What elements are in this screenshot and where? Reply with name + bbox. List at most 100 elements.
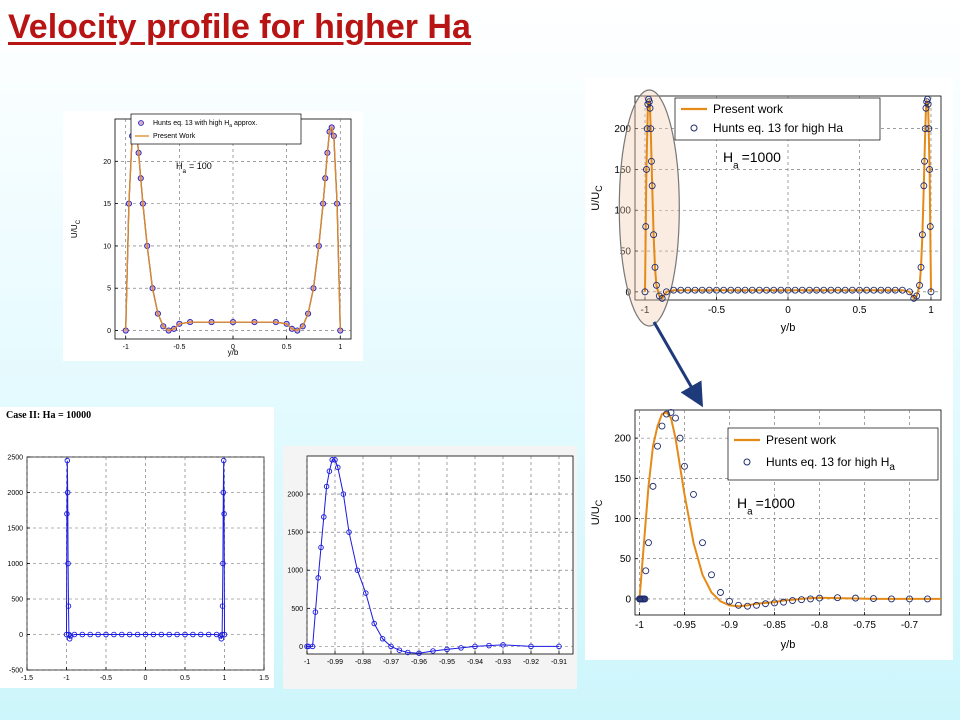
- legend-label: Hunts eq. 13 for high Ha: [713, 121, 843, 135]
- data-point: [690, 490, 697, 498]
- x-tick-label: -0.95: [439, 659, 455, 666]
- x-tick-label: -0.5: [173, 344, 185, 351]
- x-tick-label: -0.75: [853, 620, 876, 631]
- series-line: [125, 125, 341, 332]
- x-tick-label: -1: [63, 675, 69, 682]
- data-point: [789, 597, 796, 604]
- data-point: [805, 286, 813, 294]
- y-tick-label: 0: [107, 328, 111, 335]
- x-tick-label: -0.8: [811, 620, 829, 631]
- data-point: [807, 595, 814, 603]
- x-tick-label: -0.94: [467, 659, 483, 666]
- x-tick-label: -0.99: [327, 659, 343, 666]
- x-tick-label: -0.85: [763, 620, 786, 631]
- data-point: [726, 597, 733, 605]
- x-tick-label: 0.5: [180, 675, 190, 682]
- data-point: [430, 648, 436, 654]
- data-point: [318, 544, 324, 551]
- chart-panel-ha10000-zoom: -1 -0.99 -0.98 -0.97 -0.96 -0.95 -0.94 -0.93 -0.…: [283, 446, 577, 689]
- data-point: [856, 286, 863, 294]
- y-tick-label: 150: [614, 165, 631, 176]
- y-tick-label: 0: [19, 632, 23, 639]
- x-tick-label: 0: [785, 305, 791, 316]
- data-point: [918, 231, 926, 239]
- x-tick-label: -0.97: [383, 659, 399, 666]
- case-title: Case II: Ha = 10000: [6, 410, 92, 421]
- annotation-ha: Ha=1000: [723, 149, 781, 171]
- data-point: [219, 631, 225, 638]
- data-point: [676, 434, 684, 442]
- y-tick-label: 2000: [7, 490, 23, 497]
- series-line: [644, 98, 932, 300]
- x-tick-label: -0.5: [708, 305, 726, 316]
- data-point: [651, 263, 659, 271]
- y-axis-label: U/UC: [70, 219, 82, 238]
- data-point: [95, 631, 101, 638]
- data-point: [71, 631, 78, 638]
- chart-panel-ha1000-zoom: -1 -0.95 -0.9 -0.85 -0.8 -0.75 -0.7 0 50 100 150 20…: [585, 400, 953, 660]
- data-point: [221, 631, 228, 638]
- data-point: [371, 620, 377, 627]
- data-point: [444, 646, 450, 653]
- chart-panel-ha10000: Case II: Ha = 10000 -1.5 -1 -0.5 0 0.5 1 1.5 -5…: [0, 407, 274, 688]
- data-point: [220, 560, 226, 567]
- data-point: [798, 286, 806, 294]
- y-tick-label: 100: [614, 514, 631, 525]
- data-point: [111, 631, 117, 638]
- data-point: [65, 560, 71, 567]
- data-point: [647, 125, 655, 133]
- data-point: [870, 595, 877, 602]
- data-point: [219, 603, 226, 609]
- x-axis-label: y/b: [781, 639, 796, 651]
- data-point: [323, 483, 330, 490]
- data-point: [150, 631, 157, 638]
- data-point: [927, 288, 935, 296]
- data-point: [205, 631, 212, 638]
- legend-marker: [138, 120, 144, 126]
- data-point: [221, 511, 227, 517]
- x-tick-label: 0: [231, 344, 235, 351]
- data-point: [332, 457, 338, 463]
- plot-area: [306, 455, 574, 655]
- data-point: [388, 643, 394, 650]
- legend-label: Hunts eq. 13 for high Ha: [766, 455, 895, 473]
- data-point: [663, 288, 670, 296]
- data-point: [913, 292, 921, 300]
- data-point: [848, 286, 856, 294]
- x-tick-label: 0.5: [282, 344, 292, 351]
- data-point: [346, 529, 352, 535]
- data-point: [79, 631, 86, 638]
- y-tick-label: 50: [620, 554, 632, 565]
- data-point: [354, 567, 361, 573]
- data-point: [699, 539, 706, 547]
- x-tick-label: -0.92: [523, 659, 539, 666]
- data-point: [64, 511, 70, 517]
- data-point: [717, 589, 724, 596]
- y-axis-label: U/UC: [590, 185, 604, 211]
- legend-box: [727, 427, 939, 481]
- highlight-ellipse: [618, 89, 680, 327]
- data-point: [198, 631, 204, 638]
- data-point: [713, 286, 720, 294]
- data-point: [652, 281, 660, 289]
- y-tick-label: 500: [291, 606, 303, 613]
- data-point: [744, 602, 751, 610]
- data-point: [834, 594, 841, 602]
- data-point: [898, 286, 906, 294]
- legend-label: Present work: [713, 102, 784, 116]
- data-point: [658, 294, 666, 302]
- data-point: [852, 594, 859, 602]
- data-point: [870, 286, 878, 294]
- data-point: [798, 596, 805, 604]
- data-point: [472, 643, 478, 650]
- data-point: [65, 603, 72, 609]
- data-point: [691, 286, 699, 294]
- data-point: [641, 595, 649, 603]
- data-point: [190, 631, 196, 638]
- data-point: [166, 631, 172, 638]
- data-point: [458, 645, 464, 651]
- y-tick-label: 1500: [287, 530, 303, 537]
- x-tick-label: 0.5: [853, 305, 867, 316]
- x-tick-label: -1: [641, 305, 650, 316]
